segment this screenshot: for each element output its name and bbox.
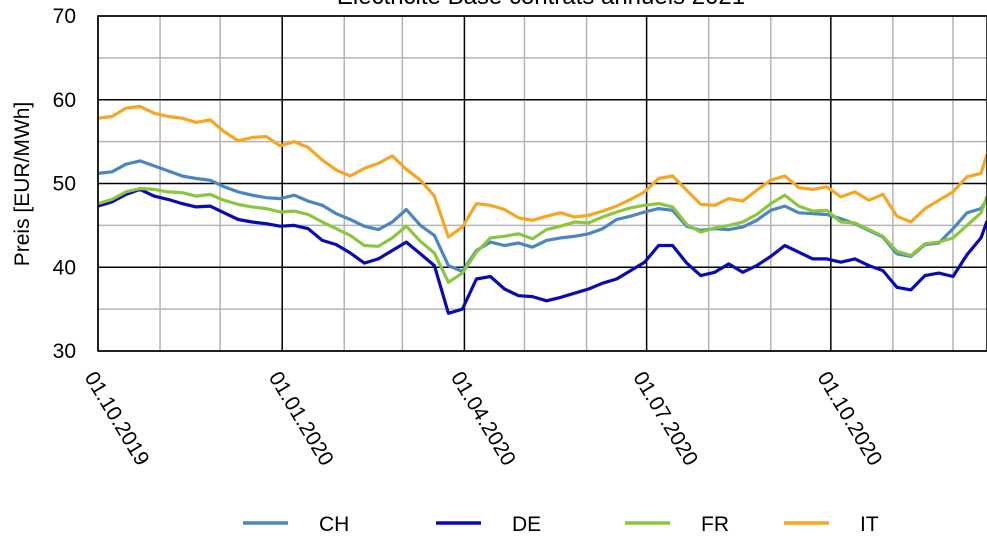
y-axis-ticks: 30 40 50 60 70 [53, 5, 76, 363]
y-tick-label: 50 [53, 173, 76, 196]
x-axis-ticks: 01.10.2019 01.01.2020 01.04.2020 01.07.2020… [80, 368, 887, 470]
series-line-ch [97, 159, 987, 273]
y-tick-label: 70 [53, 5, 76, 28]
series-line-fr [97, 186, 987, 284]
legend-label-ch: CH [319, 513, 349, 536]
y-tick-label: 40 [53, 256, 76, 279]
series-line-it [97, 104, 987, 239]
x-tick-label: 01.10.2020 [813, 368, 887, 470]
legend: CH DE FR IT [243, 513, 879, 536]
x-tick-label: 01.07.2020 [628, 368, 702, 470]
legend-label-it: IT [860, 513, 879, 536]
x-tick-label: 01.04.2020 [446, 368, 520, 470]
plot-frame [97, 15, 987, 352]
x-tick-label: 01.10.2019 [80, 368, 154, 470]
y-axis-title: Preis [EUR/MWh] [11, 102, 34, 267]
chart-title: Electricité Base contrats annuels 2021 [337, 0, 745, 10]
legend-label-fr: FR [701, 513, 729, 536]
x-tick-label: 01.01.2020 [264, 368, 338, 470]
series-lines [97, 104, 987, 315]
series-line-de [97, 187, 987, 315]
legend-label-de: DE [512, 513, 541, 536]
y-tick-label: 60 [53, 89, 76, 112]
y-tick-label: 30 [53, 340, 76, 363]
